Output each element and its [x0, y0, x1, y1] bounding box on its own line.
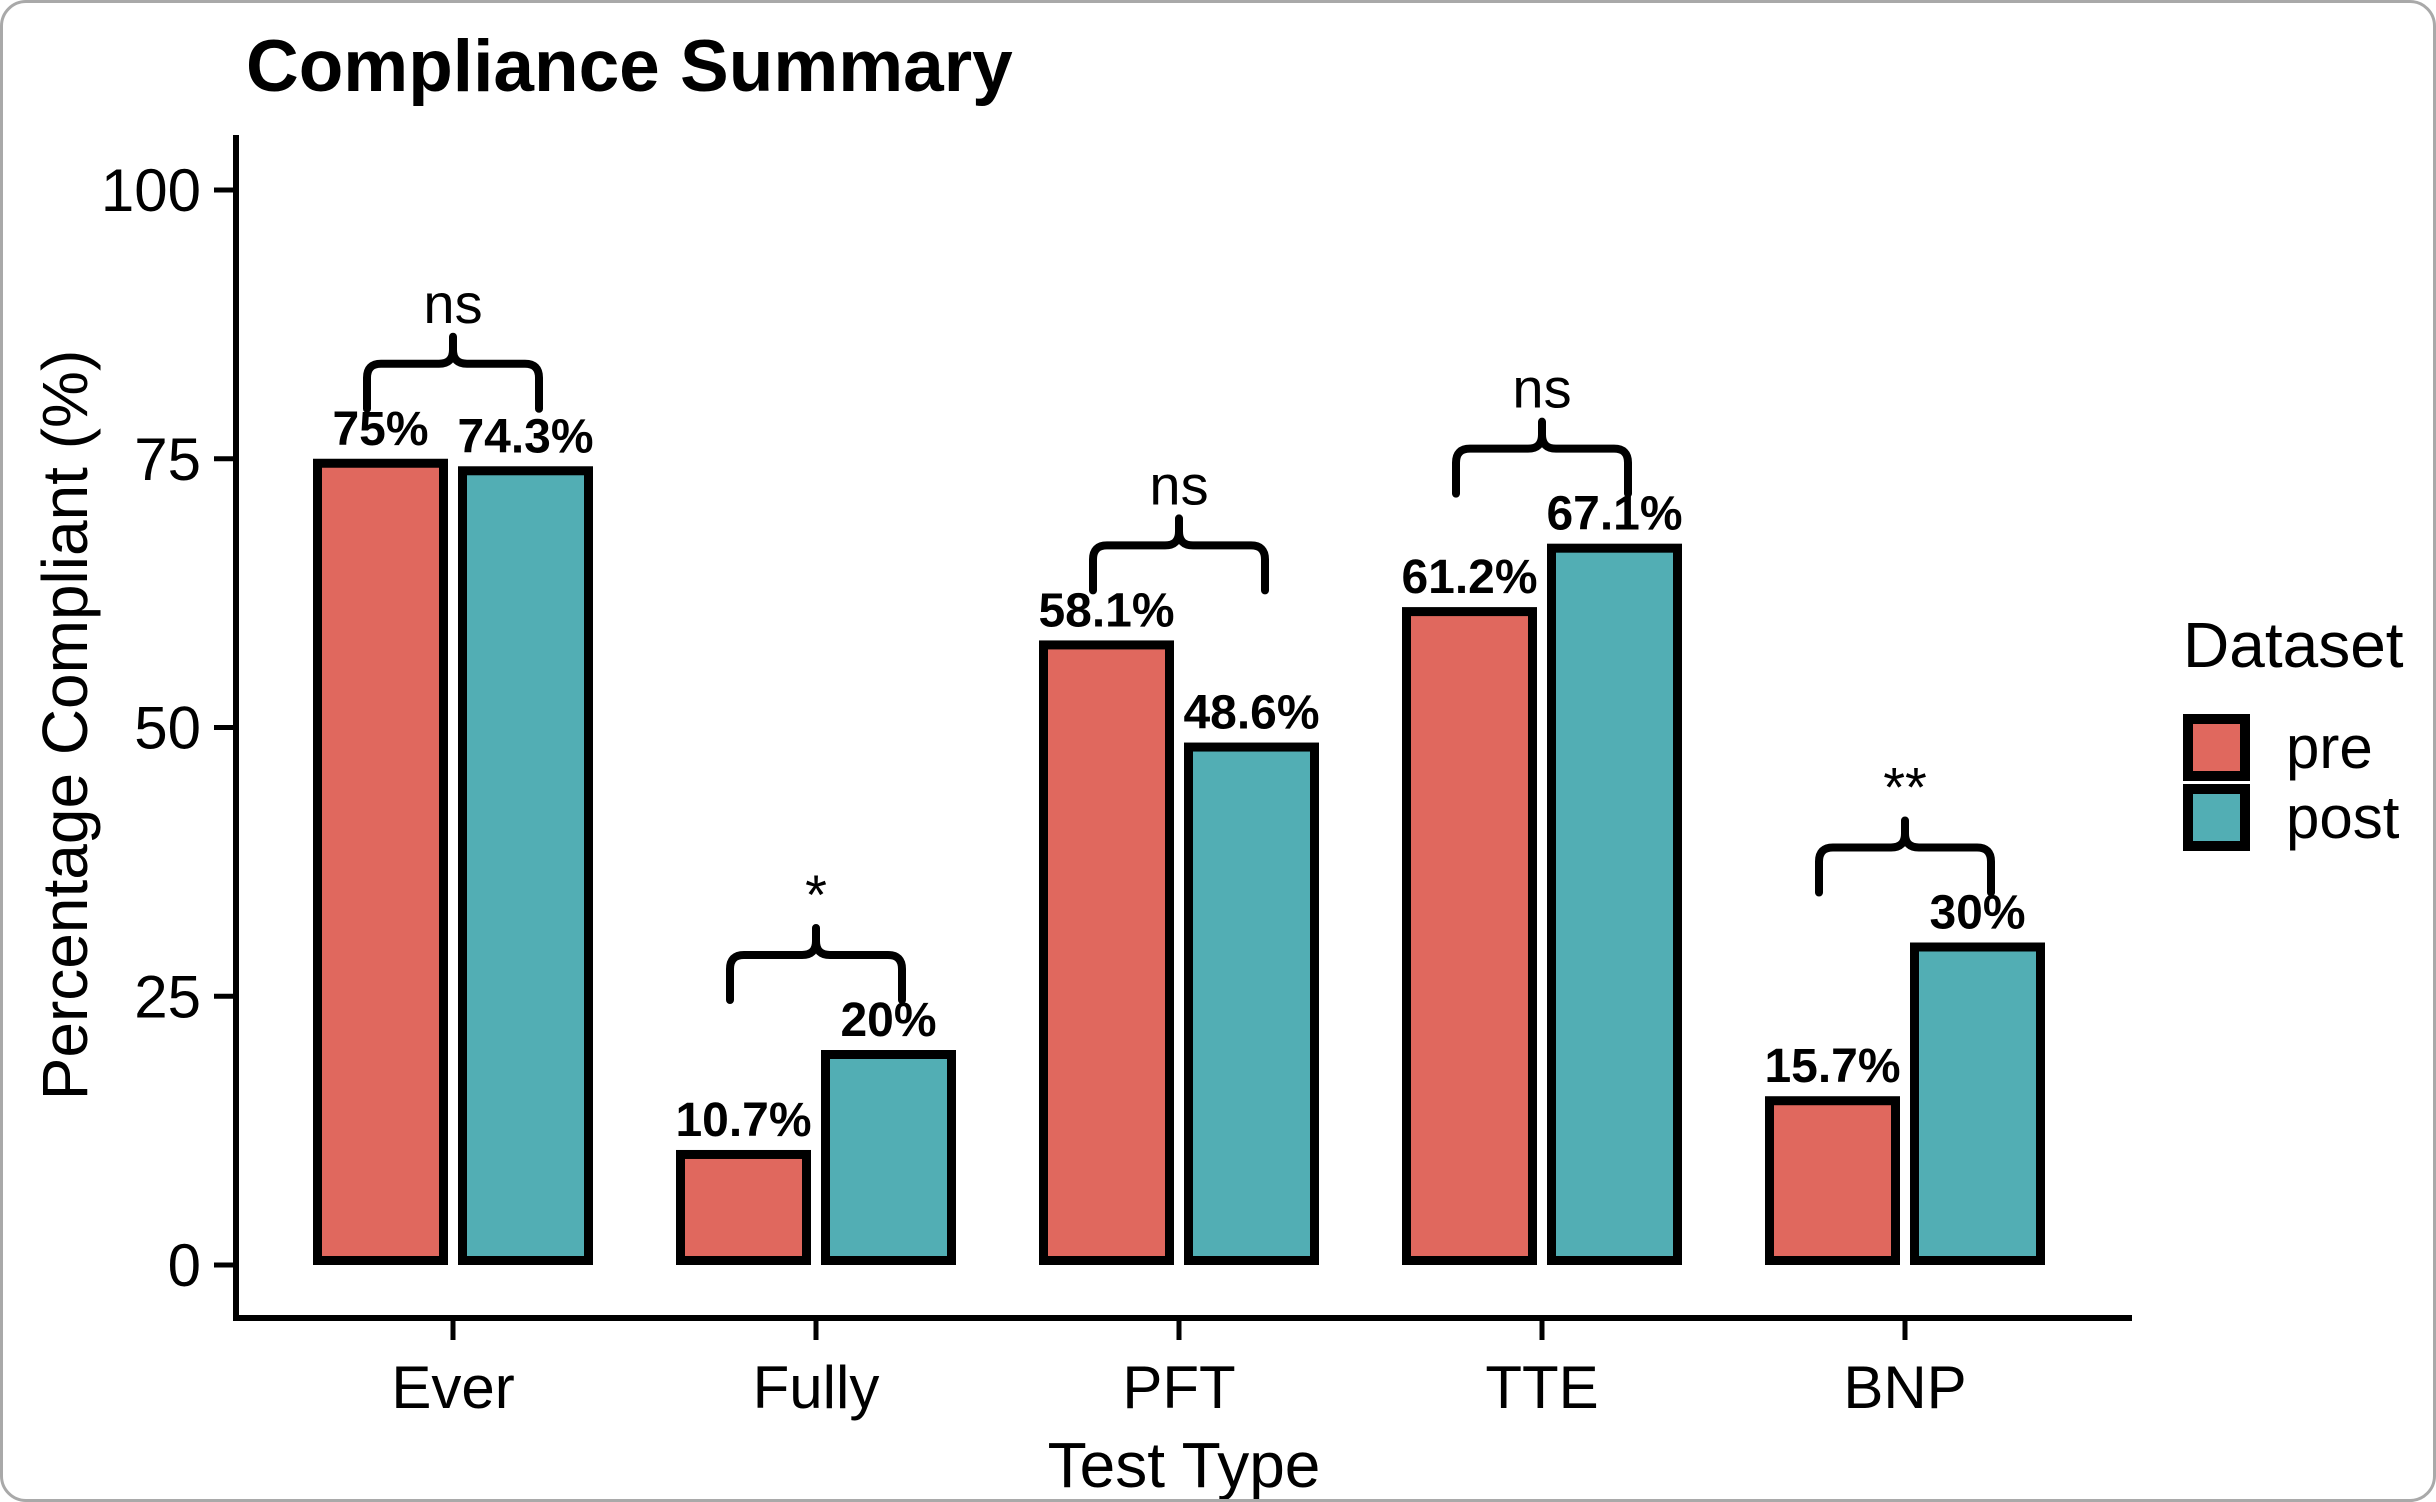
bar-pre-tte — [1402, 607, 1537, 1265]
value-label-pre-ever: 75% — [332, 403, 428, 456]
significance-label-bnp: ** — [1883, 756, 1927, 819]
legend-swatch-post-icon — [2183, 784, 2250, 851]
value-label-pre-tte: 61.2% — [1401, 551, 1537, 604]
bar-post-tte — [1547, 543, 1682, 1265]
x-tick-label-fully: Fully — [753, 1354, 880, 1421]
plot-area: 75% 10.7% 58.1% 61.2% 15.7% 74.3% 20% 48.6% 67.1… — [101, 135, 2132, 1421]
legend-item-label-pre: pre — [2286, 714, 2373, 781]
value-label-post-fully: 20% — [840, 994, 936, 1047]
significance-label-pft: ns — [1149, 453, 1208, 516]
y-tick-label: 100 — [101, 157, 201, 224]
significance-bracket-bnp — [1815, 816, 1995, 897]
value-label-pre-fully: 10.7% — [675, 1094, 811, 1147]
significance-label-ever: ns — [423, 272, 482, 335]
significance-bracket-ever — [363, 332, 543, 413]
significance-bracket-fully — [726, 924, 906, 1004]
value-label-post-pft: 48.6% — [1183, 687, 1319, 740]
bar-post-bnp — [1910, 942, 2045, 1265]
legend: Dataset pre post — [2183, 608, 2433, 854]
significance-label-tte: ns — [1512, 357, 1571, 420]
legend-item-label-post: post — [2286, 784, 2400, 851]
value-label-post-bnp: 30% — [1929, 887, 2025, 940]
bar-pre-pft — [1039, 640, 1174, 1265]
x-tick-label-ever: Ever — [391, 1354, 514, 1421]
y-tick-label: 0 — [168, 1232, 201, 1299]
x-tick-label-pft: PFT — [1122, 1354, 1235, 1421]
bar-post-fully — [821, 1050, 956, 1265]
value-label-post-ever: 74.3% — [457, 410, 593, 463]
bar-pre-bnp — [1765, 1096, 1900, 1265]
legend-title: Dataset — [2183, 609, 2404, 681]
bar-post-ever — [458, 466, 593, 1265]
legend-swatch-pre-icon — [2183, 714, 2250, 781]
y-tick-label: 25 — [134, 963, 201, 1030]
significance-bracket-pft — [1089, 514, 1269, 595]
significance-bracket-tte — [1452, 417, 1632, 498]
significance-label-fully: * — [805, 863, 827, 926]
bar-post-pft — [1184, 742, 1319, 1265]
y-tick-label: 75 — [134, 426, 201, 493]
bar-pre-fully — [676, 1149, 811, 1265]
bar-pre-ever — [313, 458, 448, 1265]
x-tick-label-tte: TTE — [1485, 1354, 1598, 1421]
legend-item-pre: pre — [2183, 714, 2433, 781]
value-label-post-tte: 67.1% — [1546, 488, 1682, 541]
legend-item-post: post — [2183, 784, 2433, 851]
value-label-pre-pft: 58.1% — [1038, 584, 1174, 637]
y-tick-label: 50 — [134, 695, 201, 762]
x-axis-title: Test Type — [1047, 1429, 1321, 1501]
chart-title: Compliance Summary — [246, 26, 1013, 107]
value-label-pre-bnp: 15.7% — [1764, 1040, 1900, 1093]
x-tick-label-bnp: BNP — [1843, 1354, 1966, 1421]
